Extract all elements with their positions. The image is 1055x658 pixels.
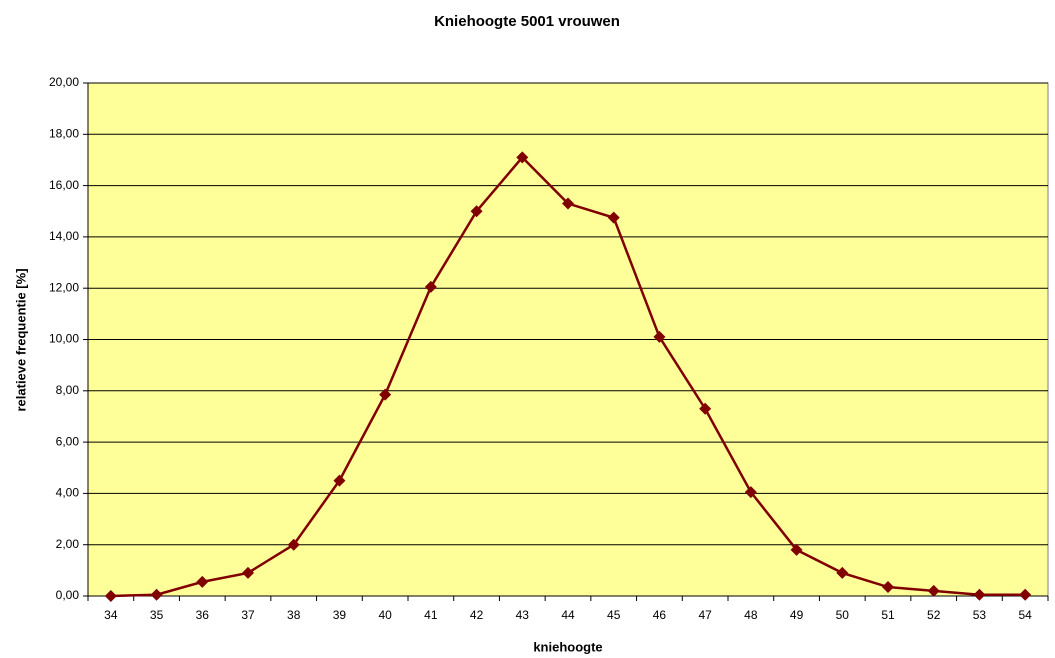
x-tick-label: 36	[196, 608, 210, 622]
y-tick-label: 4,00	[56, 486, 80, 500]
data-point	[424, 280, 437, 293]
x-tick-label: 53	[973, 608, 987, 622]
x-tick-label: 46	[653, 608, 667, 622]
x-tick-label: 40	[378, 608, 392, 622]
data-point	[836, 566, 849, 579]
x-tick-label: 38	[287, 608, 301, 622]
x-tick-label: 52	[927, 608, 941, 622]
data-point	[927, 584, 940, 597]
x-tick-label: 37	[241, 608, 255, 622]
x-tick-label: 35	[150, 608, 164, 622]
x-tick-label: 44	[561, 608, 575, 622]
data-point	[104, 590, 117, 602]
y-tick-label: 16,00	[49, 178, 79, 192]
x-tick-label: 49	[790, 608, 804, 622]
x-tick-label: 45	[607, 608, 621, 622]
data-point	[287, 538, 300, 551]
x-tick-label: 47	[698, 608, 712, 622]
data-point	[973, 588, 986, 601]
data-point	[333, 474, 346, 487]
chart-title: Kniehoogte 5001 vrouwen	[434, 13, 620, 30]
data-point	[790, 543, 803, 556]
data-point	[562, 197, 574, 210]
x-tick-label: 48	[744, 608, 758, 622]
data-point	[699, 402, 712, 415]
x-tick-label: 51	[881, 608, 895, 622]
y-tick-label: 8,00	[56, 383, 80, 397]
y-tick-label: 18,00	[49, 126, 79, 140]
data-point	[242, 566, 254, 579]
y-tick-label: 12,00	[49, 280, 79, 294]
x-tick-label: 43	[516, 608, 530, 622]
x-tick-label: 39	[333, 608, 347, 622]
y-tick-label: 6,00	[56, 434, 80, 448]
data-point	[882, 581, 894, 594]
y-tick-label: 2,00	[56, 537, 80, 551]
x-tick-label: 42	[470, 608, 484, 622]
data-point	[150, 588, 163, 601]
x-tick-label: 50	[836, 608, 850, 622]
x-axis-label: kniehoogte	[533, 639, 602, 654]
data-point	[607, 211, 620, 224]
data-point	[653, 330, 666, 343]
x-tick-label: 54	[1018, 608, 1032, 622]
y-tick-label: 14,00	[49, 229, 79, 243]
y-tick-label: 0,00	[56, 588, 80, 602]
data-point	[1019, 588, 1032, 601]
data-point	[379, 388, 392, 401]
y-tick-label: 10,00	[49, 332, 79, 346]
data-point	[516, 151, 529, 164]
data-point	[196, 575, 209, 588]
y-axis-label: relatieve frequentie [%]	[13, 268, 28, 411]
y-tick-label: 20,00	[49, 75, 79, 89]
x-tick-label: 41	[424, 608, 438, 622]
data-point	[744, 486, 757, 499]
data-point	[470, 205, 483, 218]
x-tick-label: 34	[104, 608, 118, 622]
